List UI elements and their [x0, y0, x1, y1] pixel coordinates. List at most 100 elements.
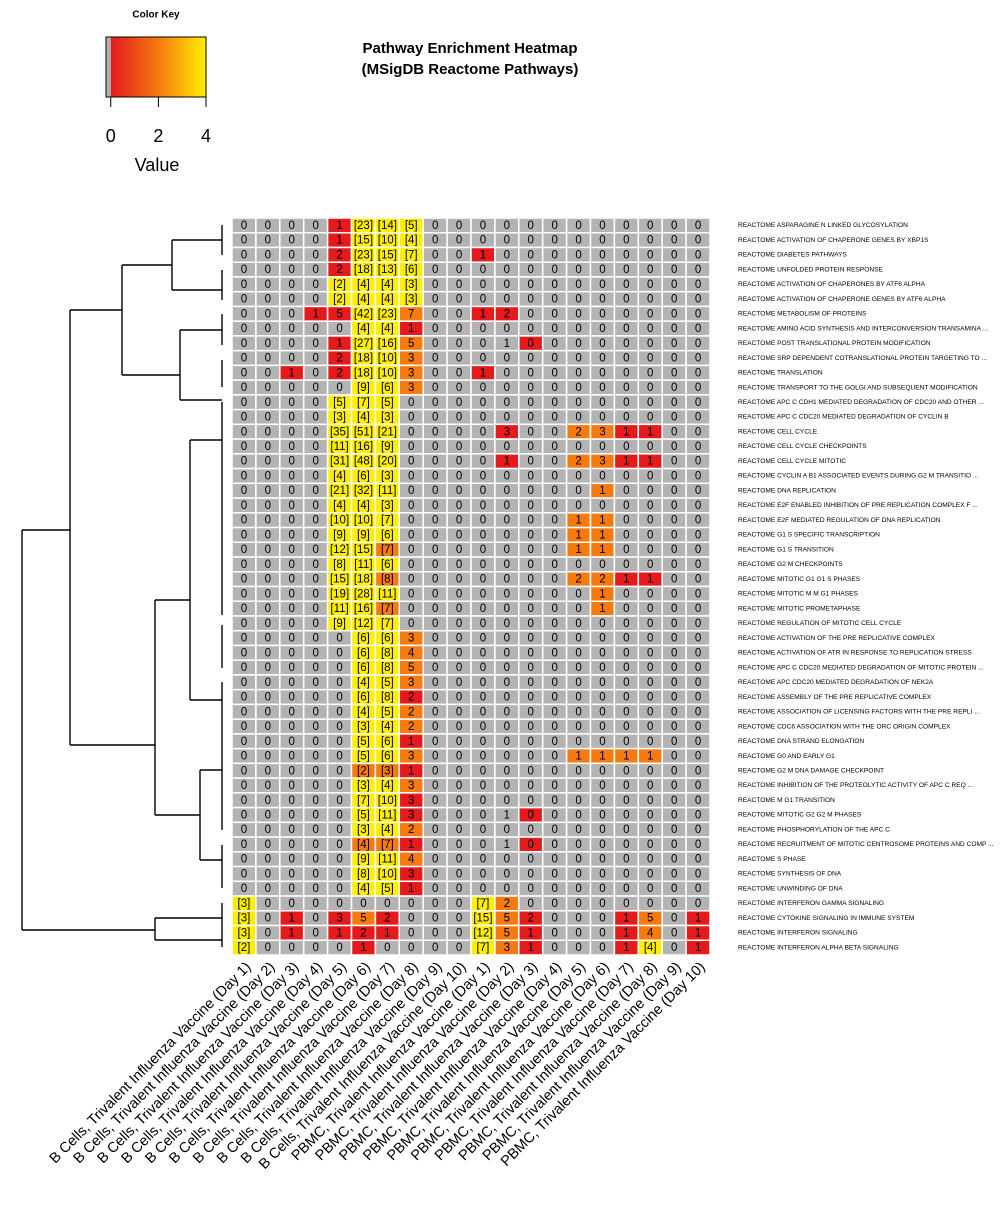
cell-label: 0: [695, 220, 701, 232]
cell-label: 0: [695, 559, 701, 571]
cell-label: 0: [623, 235, 629, 247]
cell-label: 0: [336, 721, 342, 733]
cell-label: 0: [599, 854, 605, 866]
cell-label: 0: [528, 485, 534, 497]
cell-label: 0: [623, 810, 629, 822]
cell-label: 0: [528, 765, 534, 777]
cell-label: 0: [289, 603, 295, 615]
cell-label: [12]: [473, 927, 492, 939]
cell-label: 0: [647, 677, 653, 689]
cell-label: 0: [456, 294, 462, 306]
cell-label: 2: [336, 249, 342, 261]
cell-label: 0: [647, 824, 653, 836]
dendro-branch: [199, 682, 223, 888]
cell-label: 1: [336, 927, 342, 939]
cell-label: 0: [551, 279, 557, 291]
cell-label: 0: [623, 485, 629, 497]
row-label: REACTOME MITOTIC G2 G2 M PHASES: [738, 812, 862, 819]
cell-label: 0: [599, 721, 605, 733]
cell-label: 0: [599, 264, 605, 276]
cell-label: 1: [408, 765, 414, 777]
cell-label: 0: [432, 751, 438, 763]
cell-label: 5: [336, 308, 342, 320]
cell-label: 0: [312, 367, 318, 379]
cell-label: 0: [599, 913, 605, 925]
cell-label: [8]: [381, 662, 394, 674]
cell-label: [3]: [333, 412, 346, 424]
cell-label: 0: [504, 249, 510, 261]
cell-label: 0: [408, 456, 414, 468]
cell-label: 1: [289, 913, 295, 925]
cell-label: 0: [671, 220, 677, 232]
cell-label: 0: [551, 308, 557, 320]
cell-label: [11]: [330, 603, 348, 615]
cell-label: 0: [551, 338, 557, 350]
cell-label: 0: [671, 692, 677, 704]
row-label: REACTOME REGULATION OF MITOTIC CELL CYCL…: [738, 620, 902, 627]
cell-label: 0: [312, 662, 318, 674]
cell-label: 0: [504, 765, 510, 777]
cell-label: 0: [551, 367, 557, 379]
cell-label: 0: [241, 470, 247, 482]
cell-label: 0: [695, 795, 701, 807]
cell-label: 0: [265, 618, 271, 630]
cell-label: 0: [647, 441, 653, 453]
cell-label: 0: [432, 279, 438, 291]
cell-label: 0: [551, 235, 557, 247]
cell-label: 0: [504, 353, 510, 365]
cell-label: 0: [504, 529, 510, 541]
cell-label: 0: [432, 294, 438, 306]
cell-label: [4]: [357, 294, 370, 306]
cell-label: 0: [312, 883, 318, 895]
cell-label: 0: [289, 323, 295, 335]
cell-label: 1: [599, 544, 605, 556]
cell-label: [15]: [330, 574, 349, 586]
cell-label: 0: [312, 795, 318, 807]
cell-label: 1: [408, 736, 414, 748]
cell-label: [16]: [354, 603, 373, 615]
cell-label: 0: [671, 485, 677, 497]
cell-label: 0: [480, 574, 486, 586]
cell-label: 0: [432, 603, 438, 615]
cell-label: 0: [265, 456, 271, 468]
cell-label: 0: [647, 559, 653, 571]
cell-label: 0: [241, 382, 247, 394]
cell-label: 0: [599, 692, 605, 704]
cell-label: 0: [528, 412, 534, 424]
cell-label: 0: [241, 412, 247, 424]
cell-label: [15]: [354, 235, 373, 247]
cell-label: 0: [504, 883, 510, 895]
cell-label: 0: [695, 633, 701, 645]
cell-label: 0: [241, 706, 247, 718]
cell-label: 0: [241, 780, 247, 792]
cell-label: 0: [623, 588, 629, 600]
cell-label: 0: [551, 323, 557, 335]
cell-label: 0: [551, 441, 557, 453]
cell-label: 0: [408, 426, 414, 438]
cell-label: 0: [695, 249, 701, 261]
cell-label: 0: [695, 308, 701, 320]
cell-label: 0: [695, 706, 701, 718]
cell-label: 0: [528, 633, 534, 645]
cell-label: 0: [647, 382, 653, 394]
cell-label: 2: [336, 264, 342, 276]
cell-label: 0: [241, 603, 247, 615]
cell-label: 0: [432, 367, 438, 379]
cell-label: 0: [456, 706, 462, 718]
cell-label: 0: [289, 235, 295, 247]
cell-label: 0: [265, 559, 271, 571]
cell-label: [4]: [333, 500, 346, 512]
cell-label: 0: [289, 647, 295, 659]
cell-label: 0: [265, 765, 271, 777]
cell-label: 0: [671, 559, 677, 571]
cell-label: 0: [575, 308, 581, 320]
cell-label: 0: [312, 470, 318, 482]
cell-label: 0: [456, 574, 462, 586]
cell-label: 0: [671, 662, 677, 674]
cell-label: 0: [551, 264, 557, 276]
cell-label: 0: [336, 647, 342, 659]
cell-label: 0: [551, 294, 557, 306]
cell-label: 0: [265, 839, 271, 851]
cell-label: 0: [456, 456, 462, 468]
cell-label: 0: [504, 647, 510, 659]
